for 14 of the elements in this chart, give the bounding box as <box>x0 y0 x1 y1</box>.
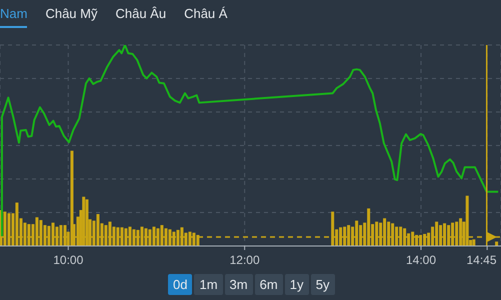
x-tick-label: 14:00 <box>406 253 436 267</box>
text: Châu Mỹ <box>45 6 98 23</box>
text: 6m <box>254 274 283 295</box>
text: Châu Âu <box>115 6 166 23</box>
text: 1y <box>284 274 309 295</box>
text: 5y <box>310 274 335 295</box>
x-tick-label: 14:45 <box>466 253 497 267</box>
x-tick-label: 12:00 <box>230 253 260 267</box>
text: 3m <box>224 274 253 295</box>
x-tick-label: 10:00 <box>53 253 84 267</box>
text: Nam <box>0 6 28 28</box>
text: Châu Á <box>184 6 228 23</box>
text: 0d <box>168 274 192 295</box>
text: 1m <box>194 274 223 295</box>
